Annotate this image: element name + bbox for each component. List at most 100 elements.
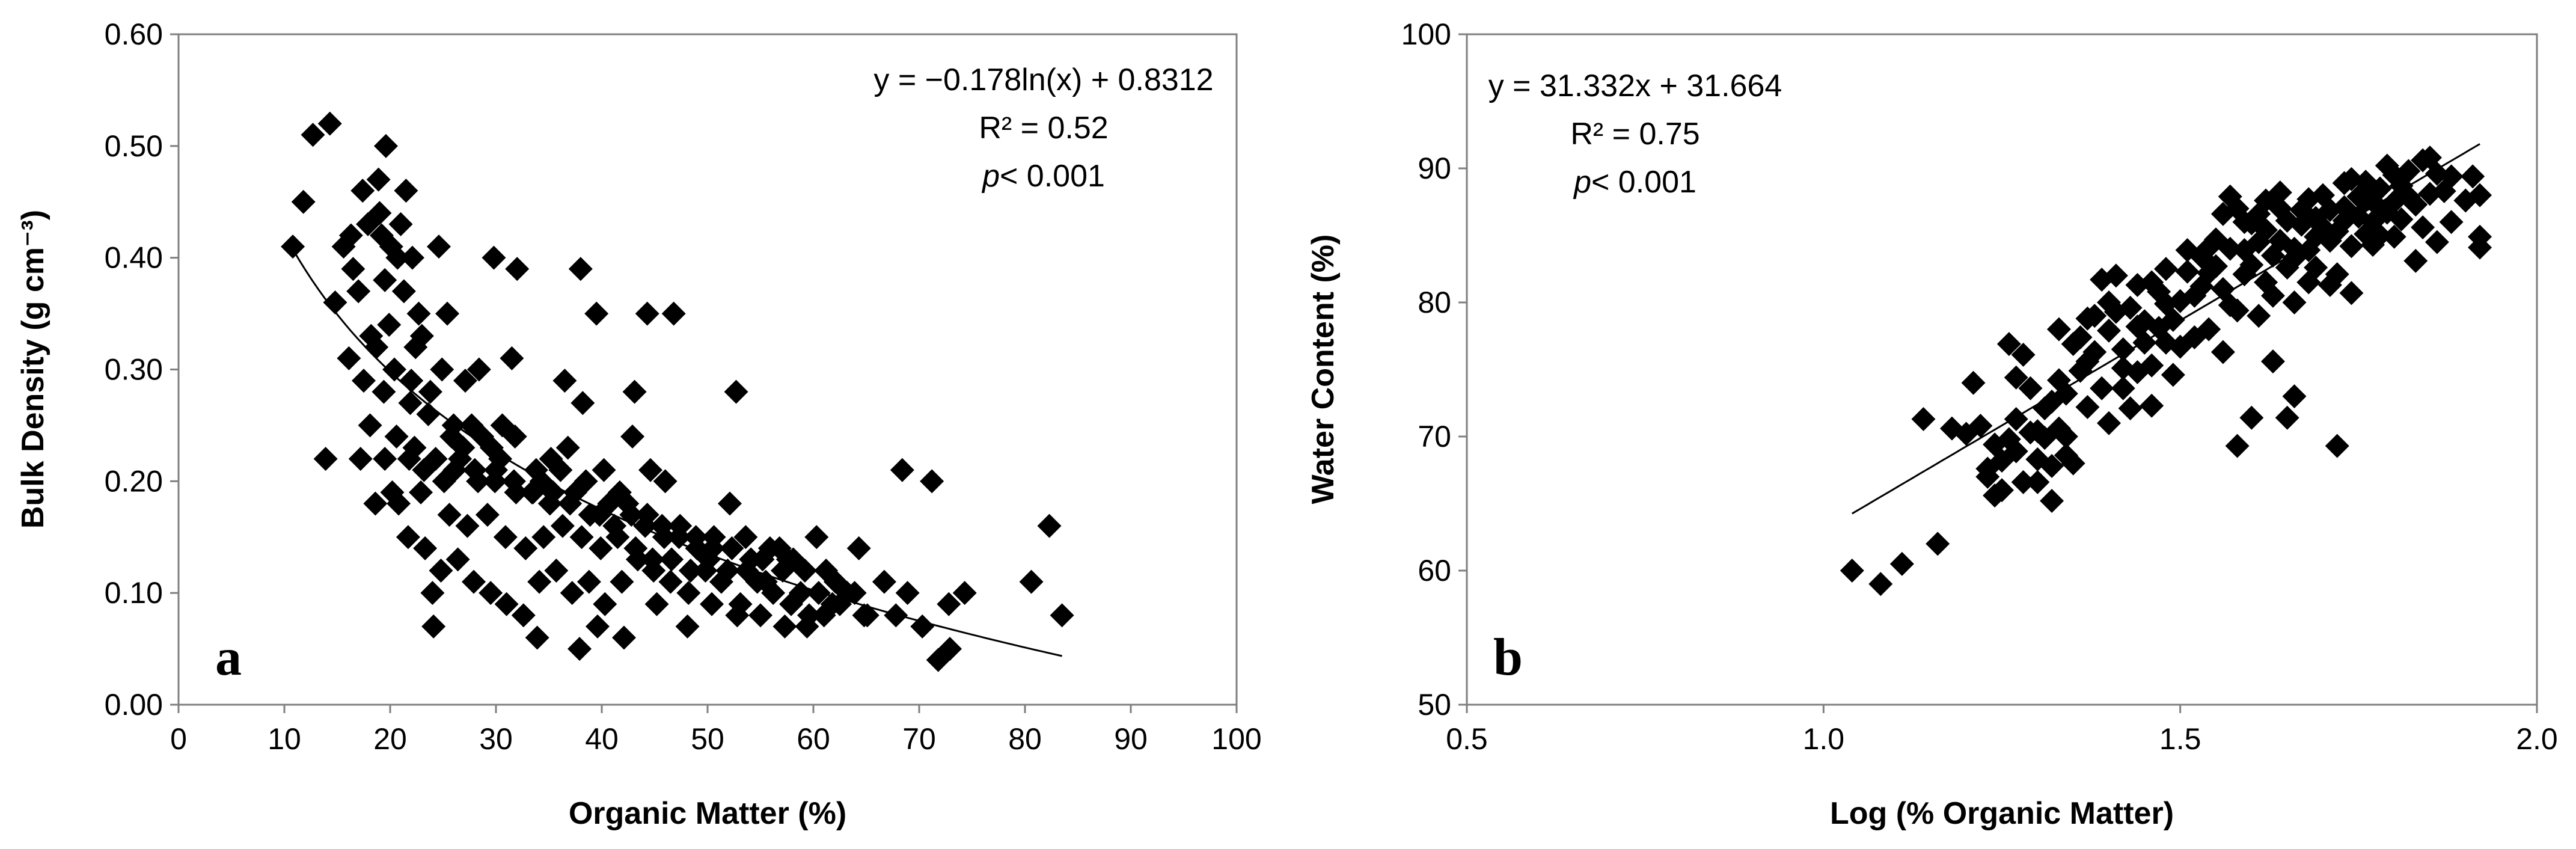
x-tick-label: 70 [902, 722, 936, 756]
data-point [2317, 273, 2342, 298]
data-point [611, 625, 636, 650]
data-point [348, 447, 373, 471]
data-point [2040, 489, 2064, 513]
x-tick-label: 60 [797, 722, 830, 756]
data-point [788, 581, 813, 605]
data-point [568, 637, 592, 661]
data-point [2111, 337, 2135, 362]
data-point [910, 614, 935, 639]
data-point [548, 458, 573, 482]
data-point [555, 435, 580, 460]
data-point [2025, 470, 2050, 494]
data-point [605, 525, 630, 550]
panel-b-p-symbol: p [1573, 165, 1591, 200]
data-point [2210, 277, 2235, 301]
data-point [2054, 443, 2078, 468]
data-point [872, 569, 896, 594]
data-point [2153, 330, 2178, 355]
data-point [2033, 396, 2057, 421]
data-point [804, 525, 829, 550]
data-point [797, 603, 821, 628]
data-point [421, 614, 446, 639]
data-point [1019, 569, 1044, 594]
panel-b-chart: 50 60 70 80 90 100 0.5 1.0 1.5 2.0 y = 31.332x +… [1306, 17, 2558, 831]
data-point [1975, 464, 2000, 489]
data-point [2111, 356, 2135, 381]
panel-a-y-axis-title: Bulk Density (g cm⁻³) [16, 210, 50, 529]
data-point [387, 491, 411, 516]
data-point [678, 559, 703, 583]
data-point [2247, 304, 2271, 328]
data-point [676, 581, 701, 605]
data-point [445, 547, 470, 572]
panel-b-plot-area [1466, 33, 2538, 706]
data-point [2403, 248, 2428, 273]
data-point [2425, 230, 2449, 254]
data-point [792, 559, 817, 583]
data-point [429, 559, 453, 583]
panel-a-letter: a [215, 628, 242, 687]
data-point [291, 189, 316, 214]
data-point [505, 257, 530, 281]
panel-b-p-value-text: < 0.001 [1591, 165, 1696, 200]
data-point [2061, 332, 2085, 357]
data-point [2339, 281, 2364, 305]
data-point [2239, 405, 2264, 430]
data-point [442, 458, 467, 482]
data-point [2232, 210, 2257, 234]
data-point [488, 447, 513, 471]
data-point [2090, 376, 2114, 400]
panel-a-chart: 0.00 0.10 0.20 0.30 0.40 0.50 0.60 0 10 20 30 40 50… [16, 17, 1262, 831]
data-point [2075, 394, 2100, 419]
data-point [2468, 183, 2492, 207]
y-tick-label: 0.00 [105, 688, 163, 722]
data-point [828, 592, 852, 616]
data-point [717, 491, 742, 516]
data-point [413, 536, 438, 560]
data-point [2403, 192, 2428, 217]
data-point [638, 458, 662, 482]
data-point [2140, 353, 2164, 378]
data-point [531, 525, 556, 550]
data-point [323, 290, 347, 314]
data-point [500, 346, 524, 370]
data-point [842, 581, 867, 605]
data-point [470, 424, 495, 449]
data-point [331, 234, 356, 259]
data-point [388, 212, 413, 236]
data-point [426, 234, 451, 259]
data-point [467, 357, 491, 382]
data-point [846, 536, 871, 560]
data-point [795, 614, 819, 639]
data-point [724, 379, 748, 404]
data-point [1840, 559, 1864, 583]
data-point [635, 301, 659, 326]
data-point [423, 447, 448, 471]
data-point [675, 614, 700, 639]
y-tick-label: 0.60 [105, 17, 163, 51]
y-tick-label: 0.30 [105, 353, 163, 387]
data-point [430, 357, 454, 382]
data-point [2232, 262, 2257, 287]
data-point [615, 491, 640, 516]
data-point [2275, 405, 2299, 430]
data-point [373, 447, 397, 471]
data-point [2260, 349, 2285, 374]
data-point [453, 369, 477, 393]
data-point [748, 603, 772, 628]
data-point [2082, 304, 2107, 328]
data-point [2439, 210, 2464, 234]
data-point [301, 123, 325, 147]
panel-a-trendline [292, 248, 1062, 657]
data-point [2218, 236, 2242, 261]
y-tick-label: 50 [1418, 688, 1451, 722]
data-point [400, 245, 424, 270]
data-point [1889, 551, 1914, 576]
panel-a-p-symbol: p [981, 159, 1000, 194]
data-point [1868, 572, 1893, 596]
data-point [398, 391, 423, 415]
data-point [772, 614, 797, 639]
x-tick-label: 90 [1114, 722, 1148, 756]
data-point [952, 581, 977, 605]
